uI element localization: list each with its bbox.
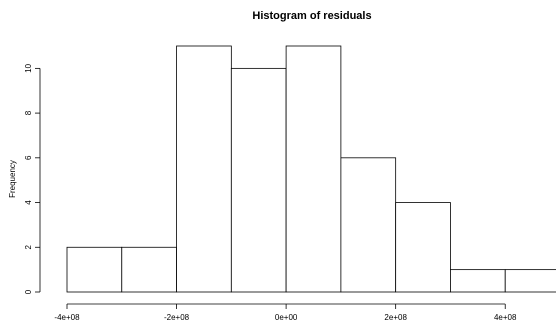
y-tick-label: 2 [24, 244, 33, 249]
x-tick-label: 0e+00 [275, 313, 298, 322]
bars-layer [66, 45, 556, 293]
y-tick-label: 6 [24, 155, 33, 160]
histogram-bar [121, 246, 177, 293]
histogram-bar [176, 45, 232, 293]
chart-title: Histogram of residuals [252, 10, 371, 22]
x-tick-label: 2e+08 [384, 313, 407, 322]
histogram-bar [340, 157, 397, 293]
y-axis: 0 2 4 6 8 10 [24, 63, 41, 294]
y-axis-title: Frequency [8, 160, 17, 198]
x-axis: -4e+08 -2e+08 0e+00 2e+08 4e+08 [54, 303, 517, 322]
x-tick-label: -2e+08 [164, 313, 190, 322]
histogram-bar [230, 67, 287, 293]
histogram-bar [395, 202, 451, 293]
x-tick-label: -4e+08 [54, 313, 80, 322]
histogram-bar [504, 269, 556, 293]
y-tick-label: 10 [24, 63, 33, 72]
y-tick-label: 0 [24, 289, 33, 294]
histogram-bar [285, 45, 342, 293]
histogram-bar [450, 269, 506, 293]
histogram-bar [66, 246, 123, 293]
y-tick-label: 4 [24, 200, 33, 205]
x-tick-label: 4e+08 [494, 313, 517, 322]
y-tick-label: 8 [24, 110, 33, 115]
